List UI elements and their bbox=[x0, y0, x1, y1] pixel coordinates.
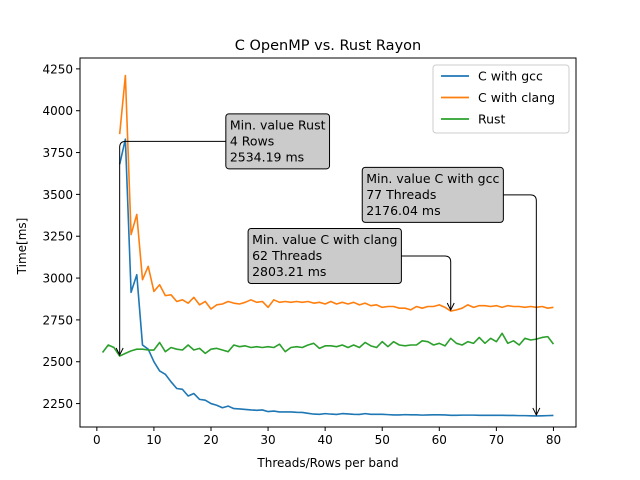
annotation-arrowhead bbox=[115, 347, 124, 357]
annotation-text: 2176.04 ms bbox=[366, 203, 440, 218]
y-tick-label: 4250 bbox=[42, 62, 73, 76]
legend-label-2: C with clang bbox=[478, 90, 555, 105]
x-tick-label: 10 bbox=[146, 433, 161, 447]
annotation-arrow bbox=[119, 140, 226, 356]
annotation-arrow bbox=[503, 194, 537, 415]
legend: C with gcc C with clang Rust bbox=[432, 64, 570, 134]
legend-label-3: Rust bbox=[478, 112, 506, 127]
y-tick-label: 2250 bbox=[42, 397, 73, 411]
y-tick-label: 4000 bbox=[42, 104, 73, 118]
x-tick-label: 60 bbox=[432, 433, 447, 447]
y-tick-label: 2500 bbox=[42, 355, 73, 369]
x-tick-label: 70 bbox=[489, 433, 504, 447]
y-tick-label: 2750 bbox=[42, 313, 73, 327]
series-line-1 bbox=[118, 138, 554, 417]
series-line-2 bbox=[118, 74, 554, 312]
annotation-text: 2803.21 ms bbox=[252, 264, 326, 279]
annotation-text: 2534.19 ms bbox=[230, 149, 304, 164]
annotation-text: 62 Threads bbox=[252, 248, 322, 263]
y-tick-label: 3750 bbox=[42, 146, 73, 160]
series-line-3 bbox=[101, 332, 555, 357]
y-tick-label: 3250 bbox=[42, 230, 73, 244]
annotation-text: Min. value Rust bbox=[230, 117, 326, 132]
plot-frame bbox=[79, 57, 577, 428]
annotation-text: 4 Rows bbox=[230, 133, 274, 148]
x-tick-label: 20 bbox=[203, 433, 218, 447]
annotation-text: Min. value C with gcc bbox=[366, 171, 499, 186]
x-tick-label: 0 bbox=[93, 433, 101, 447]
x-axis-label: Threads/Rows per band bbox=[256, 456, 398, 470]
chart-title: C OpenMP vs. Rust Rayon bbox=[235, 38, 421, 54]
legend-label-1: C with gcc bbox=[478, 69, 543, 84]
x-tick-label: 30 bbox=[260, 433, 275, 447]
annotation-text: Min. value C with clang bbox=[252, 232, 397, 247]
y-tick-label: 3000 bbox=[42, 272, 73, 286]
annotation-arrowhead bbox=[532, 407, 541, 417]
y-axis-label: Time[ms] bbox=[15, 218, 29, 276]
annotation-arrow bbox=[401, 255, 452, 310]
x-tick-label: 80 bbox=[546, 433, 561, 447]
annotation-arrowhead bbox=[446, 302, 455, 312]
y-tick-label: 3500 bbox=[42, 188, 73, 202]
x-tick-label: 50 bbox=[375, 433, 390, 447]
annotation-text: 77 Threads bbox=[366, 187, 436, 202]
legend-box bbox=[432, 64, 570, 134]
x-tick-label: 40 bbox=[318, 433, 333, 447]
